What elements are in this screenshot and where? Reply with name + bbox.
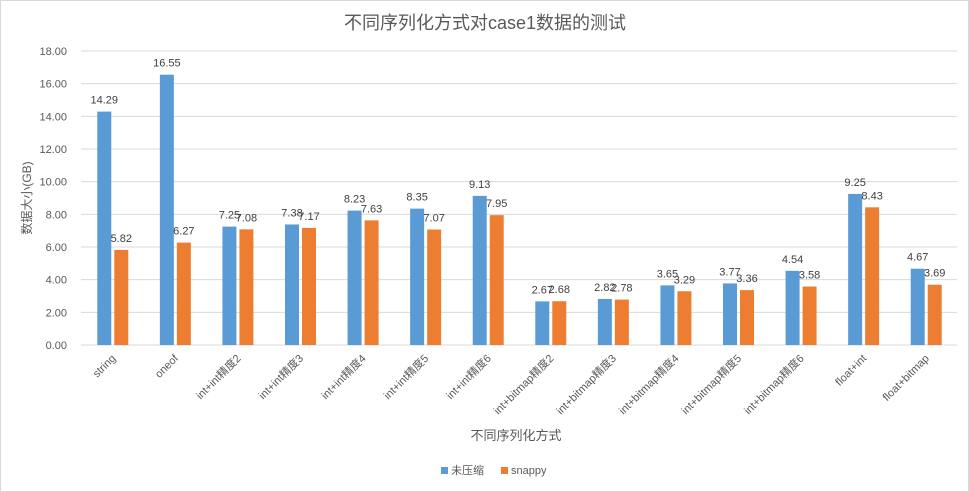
data-label: 7.08 <box>236 212 257 224</box>
bar-uncompressed <box>723 283 737 345</box>
bar-uncompressed <box>785 270 800 345</box>
y-tick-label: 10.00 <box>39 177 67 189</box>
x-tick-label: int+bitmap精度3 <box>553 351 619 417</box>
y-tick-label: 4.00 <box>46 275 67 287</box>
x-tick-label: float+int <box>833 353 869 389</box>
data-label: 3.77 <box>719 266 740 278</box>
data-label: 3.58 <box>799 270 820 282</box>
data-label: 4.67 <box>907 252 928 264</box>
y-tick-label: 12.00 <box>39 144 67 156</box>
bar-snappy <box>614 299 629 345</box>
data-label: 2.82 <box>594 282 615 294</box>
y-tick-label: 6.00 <box>46 242 67 254</box>
data-label: 8.35 <box>406 192 427 204</box>
x-tick-label: int+int精度5 <box>381 351 432 402</box>
data-label: 7.25 <box>219 210 240 222</box>
data-label: 7.63 <box>361 203 382 215</box>
bar-uncompressed <box>848 193 863 345</box>
data-label: 3.69 <box>924 268 945 280</box>
data-label: 7.95 <box>486 198 507 210</box>
x-tick-label: oneof <box>153 352 182 381</box>
x-tick-label: int+int精度3 <box>255 351 306 402</box>
x-tick-label: int+bitmap精度4 <box>616 351 682 417</box>
data-label: 8.43 <box>861 190 882 202</box>
x-tick-label: int+int精度6 <box>443 351 494 402</box>
data-label: 2.67 <box>532 284 553 296</box>
bar-snappy <box>927 284 942 345</box>
data-label: 2.68 <box>549 284 570 296</box>
data-label: 5.82 <box>111 233 132 245</box>
data-label: 3.36 <box>736 273 757 285</box>
bar-snappy <box>239 229 254 345</box>
bar-uncompressed <box>97 111 112 345</box>
x-tick-label: int+bitmap精度5 <box>678 351 744 417</box>
bar-uncompressed <box>660 285 675 345</box>
chart-title: 不同序列化方式对case1数据的测试 <box>344 13 626 33</box>
bar-uncompressed <box>597 298 612 345</box>
y-axis-label: 数据大小(GB) <box>19 161 34 234</box>
bar-snappy <box>489 215 504 345</box>
bar-snappy <box>677 291 692 345</box>
data-label: 4.54 <box>782 254 803 266</box>
y-tick-label: 0.00 <box>46 340 67 352</box>
bar-uncompressed <box>472 195 487 345</box>
x-tick-label: int+bitmap精度6 <box>741 351 807 417</box>
bar-uncompressed <box>910 268 925 345</box>
data-label: 3.29 <box>674 274 695 286</box>
data-label: 7.17 <box>298 211 319 223</box>
data-label: 14.29 <box>91 95 119 107</box>
bar-uncompressed <box>222 226 237 345</box>
y-tick-label: 8.00 <box>46 209 67 221</box>
x-tick-label: float+bitmap <box>881 353 932 404</box>
bar-snappy <box>302 227 316 345</box>
data-label: 7.07 <box>423 213 444 225</box>
legend-label: 未压缩 <box>451 464 484 477</box>
x-tick-label: string <box>91 353 119 381</box>
bar-snappy <box>364 220 379 345</box>
data-label: 9.13 <box>469 179 490 191</box>
bar-uncompressed <box>410 208 425 345</box>
bar-uncompressed <box>535 301 550 345</box>
bar-snappy <box>552 301 567 345</box>
bar-snappy <box>865 207 880 345</box>
legend-label: snappy <box>511 465 547 477</box>
bar-snappy <box>176 242 191 345</box>
x-axis-label: 不同序列化方式 <box>470 428 561 443</box>
bar-snappy <box>427 229 442 345</box>
legend: 未压缩 snappy <box>441 464 547 477</box>
x-tick-label: int+int精度4 <box>318 351 369 402</box>
bar-snappy <box>114 249 129 345</box>
legend-swatch <box>501 467 508 474</box>
data-label: 9.25 <box>844 177 865 189</box>
bar-uncompressed <box>159 74 174 345</box>
data-label: 16.55 <box>153 58 181 70</box>
legend-swatch <box>441 467 448 474</box>
data-label: 7.38 <box>281 207 302 219</box>
bar-uncompressed <box>347 210 362 345</box>
y-tick-label: 18.00 <box>39 46 67 58</box>
data-label: 8.23 <box>344 194 365 206</box>
bar-snappy <box>740 290 754 345</box>
x-tick-label: int+bitmap精度2 <box>491 351 557 417</box>
y-tick-label: 14.00 <box>39 111 67 123</box>
y-tick-label: 16.00 <box>39 79 67 91</box>
bar-snappy <box>802 286 817 345</box>
bar-uncompressed <box>285 224 299 345</box>
data-label: 6.27 <box>173 226 194 238</box>
data-label: 3.65 <box>657 268 678 280</box>
x-tick-label: int+int精度2 <box>193 351 244 402</box>
y-tick-label: 2.00 <box>46 307 67 319</box>
data-label: 2.78 <box>611 283 632 295</box>
